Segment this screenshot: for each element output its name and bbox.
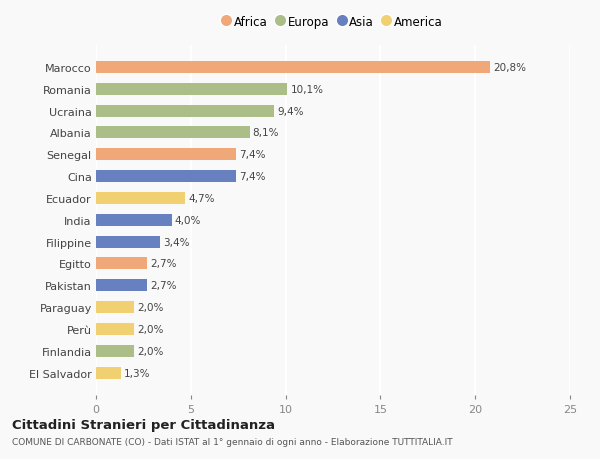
Bar: [96, 84, 287, 95]
Text: 7,4%: 7,4%: [239, 172, 266, 182]
Text: COMUNE DI CARBONATE (CO) - Dati ISTAT al 1° gennaio di ogni anno - Elaborazione : COMUNE DI CARBONATE (CO) - Dati ISTAT al…: [12, 437, 452, 446]
Text: 2,7%: 2,7%: [150, 259, 176, 269]
Text: 2,7%: 2,7%: [150, 281, 176, 291]
Text: 1,3%: 1,3%: [124, 368, 150, 378]
Bar: [96, 367, 121, 379]
Bar: [96, 127, 250, 139]
Text: 4,7%: 4,7%: [188, 194, 214, 203]
Bar: [96, 236, 160, 248]
Text: 20,8%: 20,8%: [493, 63, 526, 73]
Text: 2,0%: 2,0%: [137, 302, 163, 313]
Text: Cittadini Stranieri per Cittadinanza: Cittadini Stranieri per Cittadinanza: [12, 418, 275, 431]
Bar: [96, 171, 236, 183]
Bar: [96, 280, 147, 292]
Bar: [96, 62, 490, 74]
Bar: [96, 149, 236, 161]
Bar: [96, 192, 185, 205]
Bar: [96, 345, 134, 357]
Bar: [96, 302, 134, 313]
Bar: [96, 106, 274, 118]
Text: 9,4%: 9,4%: [277, 106, 304, 116]
Bar: [96, 323, 134, 335]
Legend: Africa, Europa, Asia, America: Africa, Europa, Asia, America: [221, 13, 445, 31]
Text: 2,0%: 2,0%: [137, 325, 163, 334]
Bar: [96, 258, 147, 270]
Text: 7,4%: 7,4%: [239, 150, 266, 160]
Text: 3,4%: 3,4%: [163, 237, 190, 247]
Text: 10,1%: 10,1%: [290, 84, 323, 95]
Bar: [96, 214, 172, 226]
Text: 4,0%: 4,0%: [175, 215, 201, 225]
Text: 2,0%: 2,0%: [137, 346, 163, 356]
Text: 8,1%: 8,1%: [253, 128, 279, 138]
